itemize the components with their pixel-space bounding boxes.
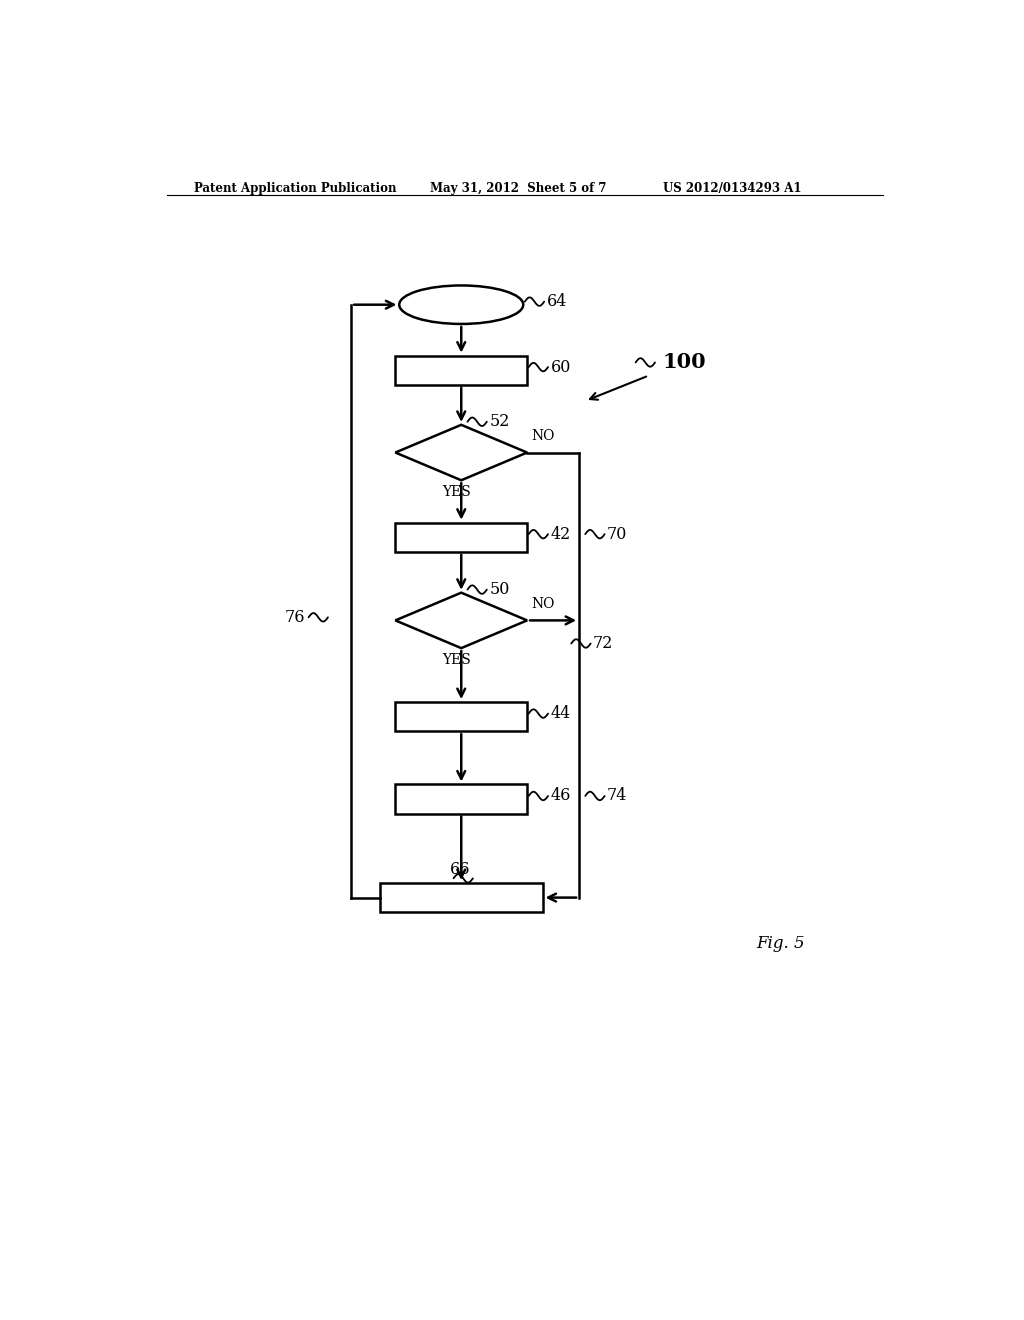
Text: YES: YES xyxy=(442,653,471,667)
Text: 66: 66 xyxy=(450,861,470,878)
Text: 60: 60 xyxy=(550,359,570,376)
Bar xyxy=(395,523,527,552)
Bar xyxy=(395,784,527,813)
Bar xyxy=(395,355,527,385)
Text: 44: 44 xyxy=(550,705,570,722)
Text: 52: 52 xyxy=(489,413,510,430)
Text: NO: NO xyxy=(531,429,555,444)
Text: YES: YES xyxy=(442,484,471,499)
Text: 50: 50 xyxy=(489,581,510,598)
Text: May 31, 2012  Sheet 5 of 7: May 31, 2012 Sheet 5 of 7 xyxy=(430,182,607,194)
Text: 64: 64 xyxy=(547,293,567,310)
Text: 74: 74 xyxy=(607,788,628,804)
Text: 70: 70 xyxy=(607,525,628,543)
Text: US 2012/0134293 A1: US 2012/0134293 A1 xyxy=(663,182,801,194)
Text: 72: 72 xyxy=(593,635,613,652)
Text: Fig. 5: Fig. 5 xyxy=(756,936,805,952)
Bar xyxy=(380,883,543,912)
Text: 46: 46 xyxy=(550,788,570,804)
Text: 76: 76 xyxy=(285,609,305,626)
Bar xyxy=(395,702,527,731)
Text: NO: NO xyxy=(531,597,555,611)
Text: 42: 42 xyxy=(550,525,570,543)
Text: 100: 100 xyxy=(663,352,707,372)
Text: Patent Application Publication: Patent Application Publication xyxy=(194,182,396,194)
